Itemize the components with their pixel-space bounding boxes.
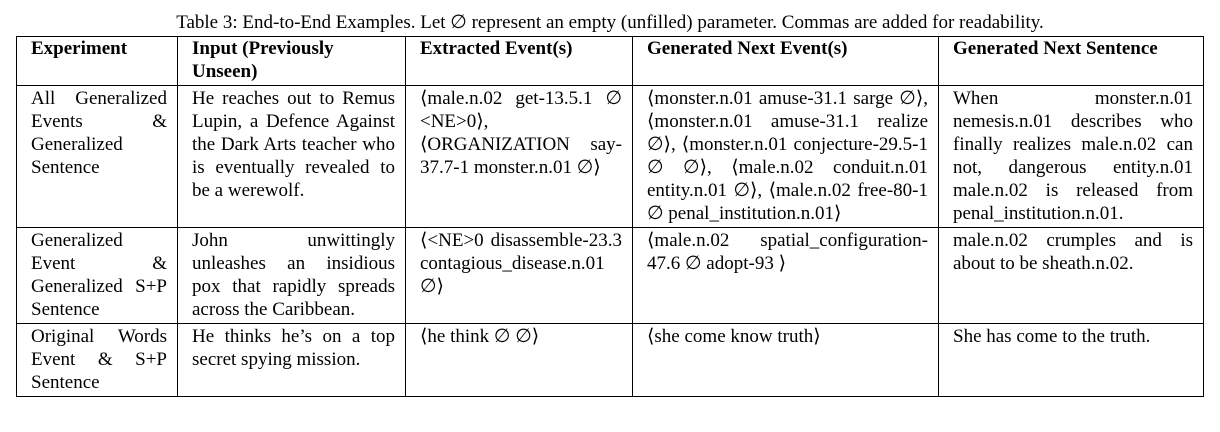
generated-events-cell: ⟨monster.n.01 amuse-31.1 sarge ∅⟩, ⟨mons… (632, 85, 939, 228)
header-extracted-events: Extracted Event(s) (405, 36, 633, 86)
experiment-cell: All Generalized Events & Generalized Sen… (16, 85, 178, 228)
generated-events-cell: ⟨male.n.02 spatial_configuration-47.6 ∅ … (632, 227, 939, 324)
generated-sentence-cell: When monster.n.01 nemesis.n.01 describes… (938, 85, 1204, 228)
input-cell: He reaches out to Remus Lupin, a Defence… (177, 85, 406, 228)
extracted-events-cell: ⟨male.n.02 get-13.5.1 ∅ <NE>0⟩, ⟨ORGANIZ… (405, 85, 633, 228)
input-cell: He thinks he’s on a top secret spying mi… (177, 323, 406, 397)
end-to-end-examples-table: Experiment Input (Previously Unseen) Ext… (16, 36, 1204, 397)
generated-sentence-cell: She has come to the truth. (938, 323, 1204, 397)
extracted-events-cell: ⟨he think ∅ ∅⟩ (405, 323, 633, 397)
header-experiment: Experiment (16, 36, 178, 86)
header-generated-next-events: Generated Next Event(s) (632, 36, 939, 86)
generated-sentence-cell: male.n.02 crumples and is about to be sh… (938, 227, 1204, 324)
header-generated-next-sentence: Generated Next Sentence (938, 36, 1204, 86)
generated-events-cell: ⟨she come know truth⟩ (632, 323, 939, 397)
input-cell: John unwittingly unleashes an insidious … (177, 227, 406, 324)
experiment-cell: Generalized Event & Generalized S+P Sent… (16, 227, 178, 324)
header-input: Input (Previously Unseen) (177, 36, 406, 86)
table-row: Original Words Event & S+P Sentence He t… (16, 323, 1204, 397)
experiment-cell: Original Words Event & S+P Sentence (16, 323, 178, 397)
table-row: All Generalized Events & Generalized Sen… (16, 85, 1204, 228)
header-row: Experiment Input (Previously Unseen) Ext… (16, 36, 1204, 86)
extracted-events-cell: ⟨<NE>0 disassemble-23.3 contagious_disea… (405, 227, 633, 324)
table-caption: Table 3: End-to-End Examples. Let ∅ repr… (176, 12, 1044, 33)
table-row: Generalized Event & Generalized S+P Sent… (16, 227, 1204, 324)
